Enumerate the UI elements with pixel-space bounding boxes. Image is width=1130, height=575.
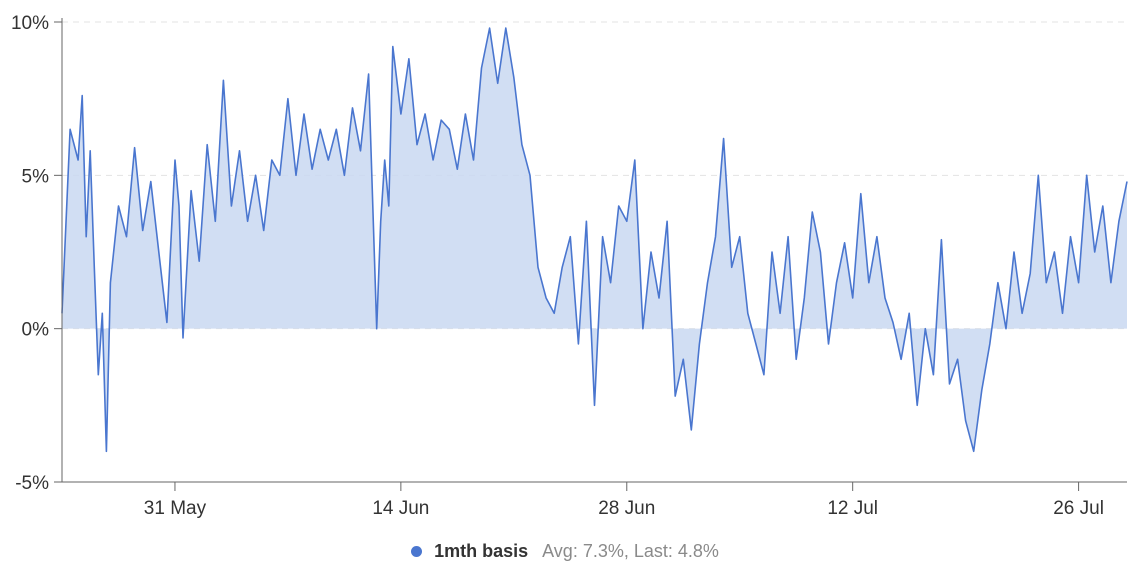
y-tick-label: 10% [11,13,49,34]
area-chart: 10% 5% 0% -5% 31 May 14 Jun 28 Jun 12 Jul 26 Ju… [11,13,1128,519]
legend-stats: Avg: 7.3%, Last: 4.8% [542,541,719,561]
legend-series-name[interactable]: 1mth basis [434,541,529,561]
x-tick-label: 28 Jun [598,498,655,519]
legend-marker-icon [411,545,423,557]
series-area-fill [62,28,1127,452]
x-tick-label: 14 Jun [372,498,429,519]
y-axis-ticks: 10% 5% 0% -5% [11,13,49,494]
x-axis-ticks: 31 May 14 Jun 28 Jun 12 Jul 26 Jul [144,498,1104,519]
series-line [61,27,1128,453]
axes [54,18,1127,491]
y-tick-label: -5% [15,473,49,494]
series-area [62,28,1127,452]
x-tick-label: 12 Jul [827,498,878,519]
series-line-path [61,27,1128,453]
x-tick-label: 31 May [144,498,207,519]
x-tick-label: 26 Jul [1053,498,1104,519]
legend: 1mth basis Avg: 7.3%, Last: 4.8% [0,541,1130,562]
y-tick-label: 5% [22,166,50,187]
y-tick-label: 0% [22,320,50,341]
